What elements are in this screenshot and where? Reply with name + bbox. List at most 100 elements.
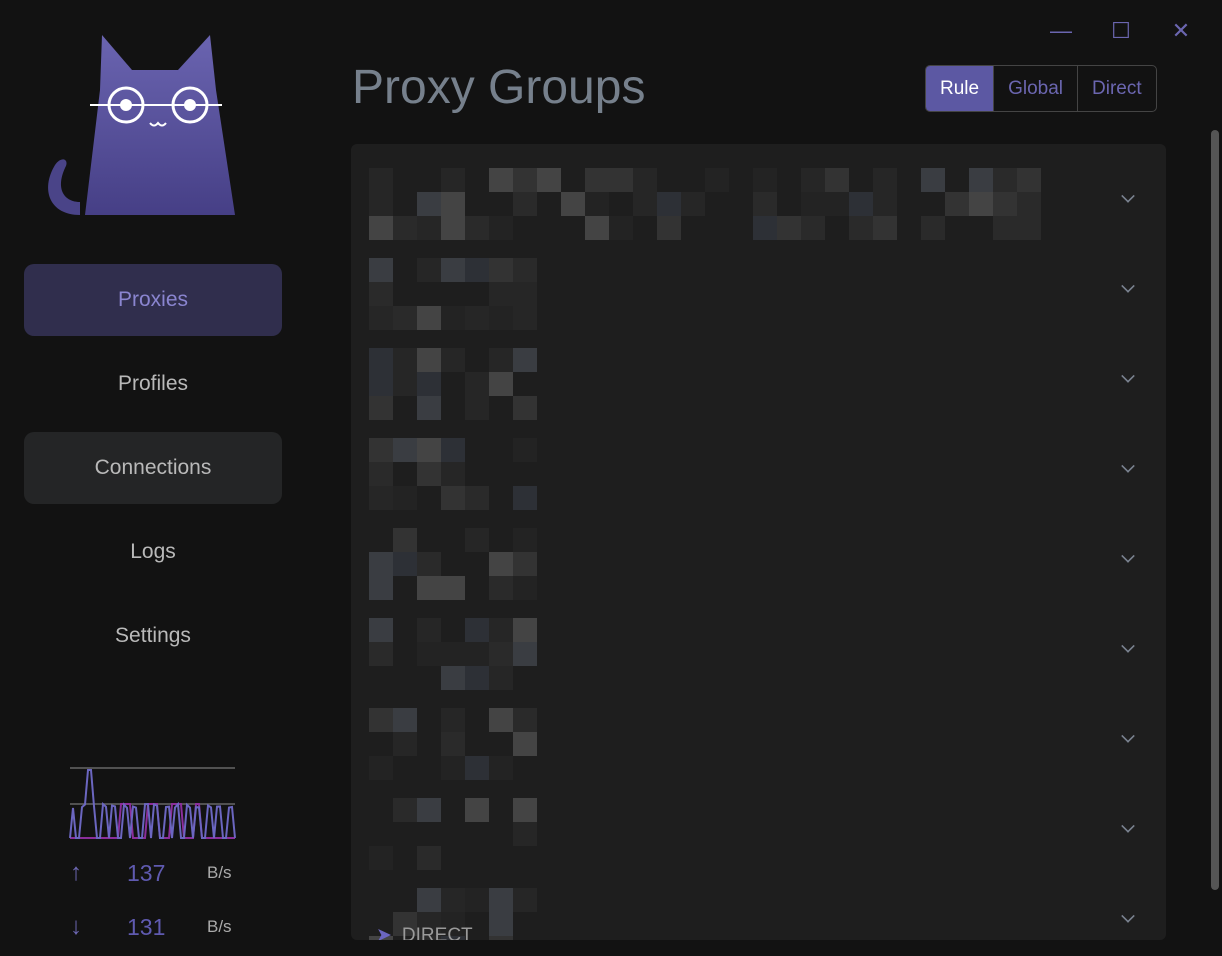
obscured-text <box>489 756 513 780</box>
obscured-text <box>489 642 513 666</box>
obscured-text <box>801 216 825 240</box>
obscured-text <box>585 216 609 240</box>
chevron-down-icon[interactable] <box>1121 369 1135 383</box>
obscured-text <box>513 552 537 576</box>
proxy-group[interactable] <box>351 784 1166 874</box>
obscured-text <box>633 192 657 216</box>
chevron-down-icon[interactable] <box>1121 459 1135 473</box>
download-rate: ↓ 131 B/s <box>70 912 240 942</box>
obscured-text <box>465 486 489 510</box>
obscured-text <box>681 192 705 216</box>
obscured-text <box>513 396 537 420</box>
obscured-text <box>489 936 513 940</box>
obscured-text <box>801 168 825 192</box>
obscured-text <box>369 282 393 306</box>
obscured-text <box>705 168 729 192</box>
obscured-text <box>393 216 417 240</box>
proxy-group[interactable] <box>351 424 1166 514</box>
obscured-text <box>489 888 513 912</box>
obscured-text <box>441 642 465 666</box>
scrollbar[interactable] <box>1211 130 1219 890</box>
proxy-group[interactable] <box>351 244 1166 334</box>
sidebar-item-proxies[interactable]: Proxies <box>24 264 282 336</box>
obscured-text <box>369 168 393 192</box>
obscured-text <box>1017 168 1041 192</box>
mode-direct-button[interactable]: Direct <box>1077 66 1156 111</box>
chevron-down-icon[interactable] <box>1121 909 1135 923</box>
sidebar-item-connections[interactable]: Connections <box>24 432 282 504</box>
minimize-button[interactable]: — <box>1046 16 1076 46</box>
page-title: Proxy Groups <box>352 60 645 115</box>
obscured-text <box>465 258 489 282</box>
obscured-text <box>993 216 1017 240</box>
obscured-text <box>993 168 1017 192</box>
proxy-group[interactable] <box>351 334 1166 424</box>
proxy-group[interactable] <box>351 604 1166 694</box>
chevron-down-icon[interactable] <box>1121 729 1135 743</box>
obscured-text <box>465 618 489 642</box>
chevron-down-icon[interactable] <box>1121 279 1135 293</box>
obscured-text <box>441 576 465 600</box>
obscured-text <box>513 732 537 756</box>
mode-global-button[interactable]: Global <box>993 66 1077 111</box>
sidebar-item-settings[interactable]: Settings <box>24 600 282 672</box>
proxy-group[interactable] <box>351 154 1166 244</box>
obscured-text <box>1017 192 1041 216</box>
obscured-text <box>513 258 537 282</box>
obscured-text <box>489 912 513 936</box>
obscured-text <box>585 192 609 216</box>
chevron-down-icon[interactable] <box>1121 549 1135 563</box>
obscured-text <box>465 216 489 240</box>
obscured-text <box>369 642 393 666</box>
obscured-text <box>441 462 465 486</box>
obscured-text <box>489 282 513 306</box>
obscured-text <box>441 192 465 216</box>
selected-proxy: ➤ DIRECT <box>376 924 473 940</box>
obscured-text <box>417 888 441 912</box>
obscured-text <box>489 168 513 192</box>
sidebar-item-profiles[interactable]: Profiles <box>24 348 282 420</box>
obscured-text <box>417 306 441 330</box>
close-button[interactable]: ✕ <box>1166 16 1196 46</box>
obscured-text <box>465 888 489 912</box>
obscured-text <box>753 192 777 216</box>
obscured-text <box>441 168 465 192</box>
obscured-text <box>969 192 993 216</box>
proxy-group[interactable] <box>351 514 1166 604</box>
obscured-text <box>513 888 537 912</box>
proxy-group[interactable] <box>351 694 1166 784</box>
sidebar-item-logs[interactable]: Logs <box>24 516 282 588</box>
obscured-text <box>489 618 513 642</box>
obscured-text <box>513 486 537 510</box>
obscured-text <box>465 528 489 552</box>
obscured-text <box>369 306 393 330</box>
obscured-text <box>489 552 513 576</box>
send-icon: ➤ <box>376 924 392 940</box>
proxy-group[interactable] <box>351 874 1166 940</box>
mode-rule-button[interactable]: Rule <box>926 66 993 111</box>
obscured-text <box>801 192 825 216</box>
maximize-button[interactable]: ☐ <box>1106 16 1136 46</box>
obscured-text <box>513 348 537 372</box>
obscured-text <box>489 372 513 396</box>
obscured-text <box>417 372 441 396</box>
chevron-down-icon[interactable] <box>1121 819 1135 833</box>
obscured-text <box>369 216 393 240</box>
chevron-down-icon[interactable] <box>1121 639 1135 653</box>
obscured-text <box>393 438 417 462</box>
obscured-text <box>513 822 537 846</box>
obscured-text <box>633 168 657 192</box>
obscured-text <box>657 192 681 216</box>
chevron-down-icon[interactable] <box>1121 189 1135 203</box>
obscured-text <box>585 168 609 192</box>
obscured-text <box>873 192 897 216</box>
obscured-text <box>441 888 465 912</box>
obscured-text <box>489 258 513 282</box>
obscured-text <box>369 396 393 420</box>
obscured-text <box>417 798 441 822</box>
obscured-text <box>369 462 393 486</box>
obscured-text <box>441 708 465 732</box>
obscured-text <box>465 372 489 396</box>
upload-rate: ↑ 137 B/s <box>70 858 240 888</box>
obscured-text <box>993 192 1017 216</box>
